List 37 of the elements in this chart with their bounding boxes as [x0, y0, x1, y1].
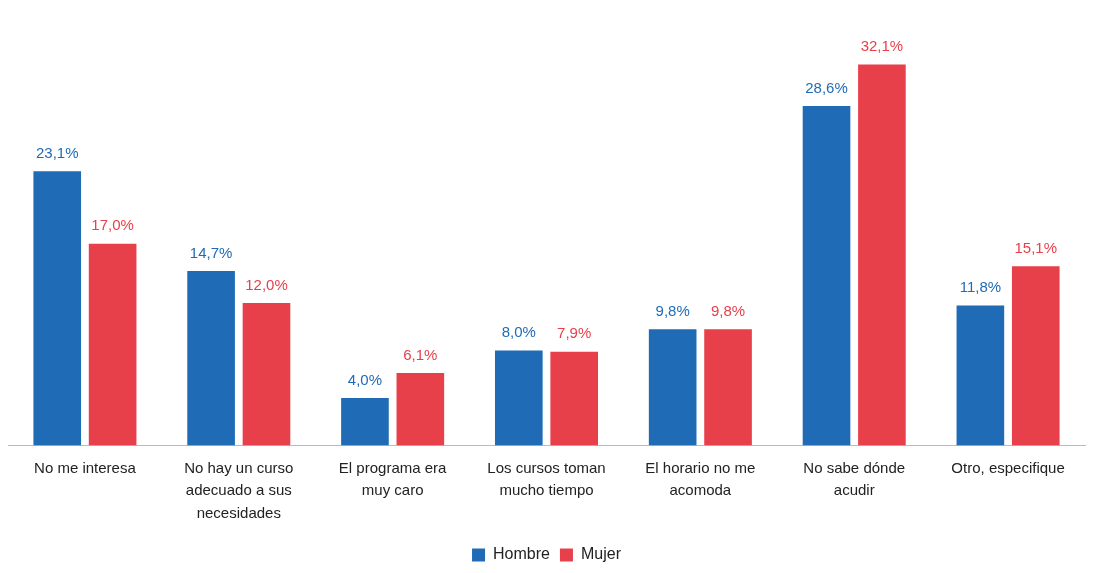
x-tick-label: El programa era muy caro — [338, 458, 448, 499]
bar — [956, 305, 1005, 446]
bar — [187, 270, 235, 446]
x-tick-label: No hay un curso adecuado a sus necesidades — [184, 458, 294, 521]
x-tick-label: No sabe dónde acudir — [803, 458, 906, 499]
data-label: 7,9% — [557, 324, 592, 342]
bar — [494, 350, 543, 446]
data-label: 8,0% — [501, 323, 536, 341]
data-label: 11,8% — [959, 278, 1002, 296]
bar — [648, 329, 697, 446]
bar — [396, 373, 445, 446]
data-label: 23,1% — [35, 143, 79, 161]
x-tick-label: Los cursos toman mucho tiempo — [487, 458, 606, 499]
bar — [704, 329, 752, 446]
legend-label: Hombre — [493, 545, 551, 563]
bar — [33, 171, 82, 446]
legend-label: Mujer — [580, 545, 622, 563]
bar — [858, 64, 906, 446]
bar — [242, 303, 291, 446]
bar — [341, 398, 389, 446]
data-label: 32,1% — [860, 37, 904, 55]
data-label: 28,6% — [805, 78, 848, 96]
data-label: 6,1% — [403, 345, 438, 363]
x-tick-label: No me interesa — [34, 458, 137, 476]
data-label: 12,0% — [245, 275, 288, 293]
data-label: 17,0% — [91, 216, 134, 234]
data-label: 9,8% — [710, 301, 746, 319]
bar — [802, 105, 851, 446]
x-tick-label: El horario no me acomoda — [645, 458, 756, 499]
bar — [1011, 266, 1060, 446]
data-label: 4,0% — [347, 370, 383, 388]
data-label: 14,7% — [189, 243, 233, 261]
bar — [88, 243, 137, 446]
x-tick-label: Otro, especifique — [951, 458, 1065, 476]
data-label: 15,1% — [1014, 238, 1058, 256]
data-label: 9,8% — [655, 301, 690, 319]
bar — [550, 351, 599, 446]
